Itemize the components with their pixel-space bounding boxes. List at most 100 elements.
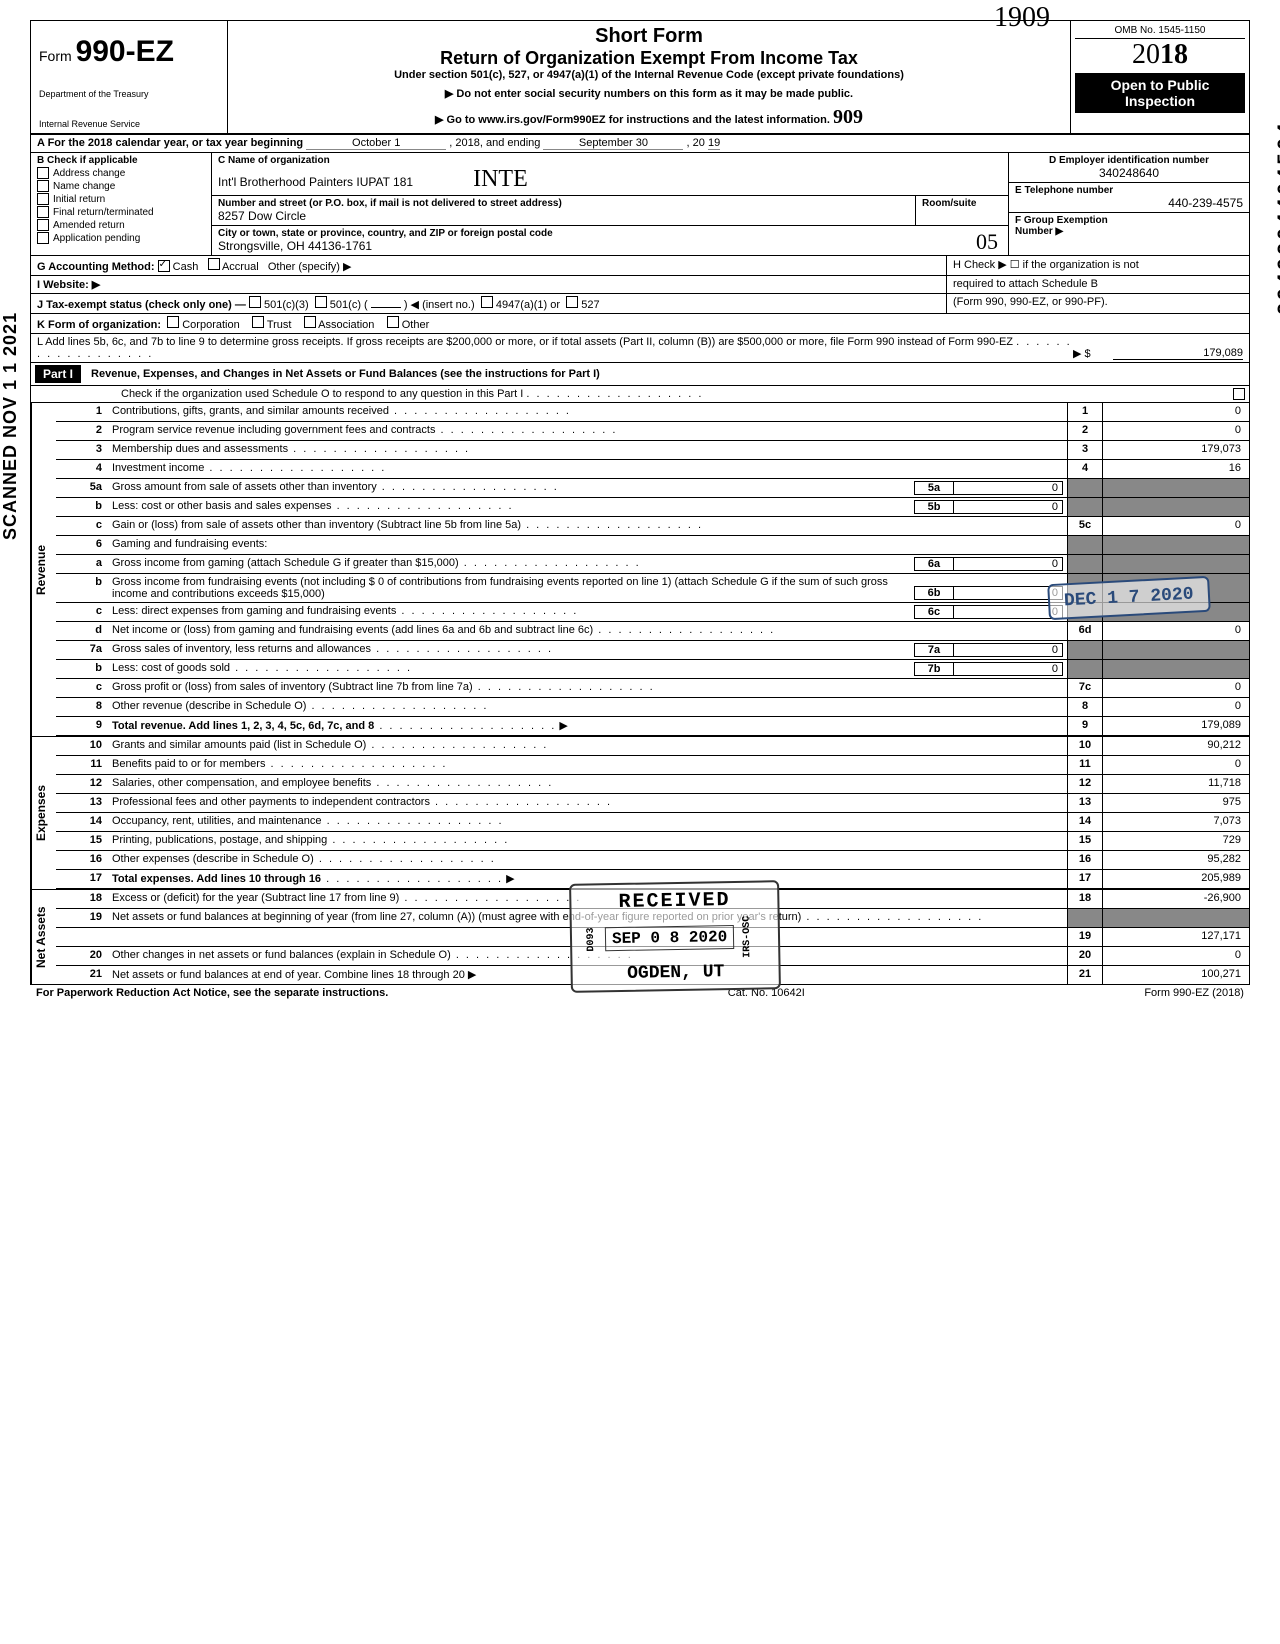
line-13-desc: Professional fees and other payments to … (112, 796, 430, 808)
section-b-header: B Check if applicable (37, 155, 205, 166)
cb-trust[interactable] (252, 316, 264, 328)
line-13-val: 975 (1102, 794, 1249, 812)
footer-left: For Paperwork Reduction Act Notice, see … (36, 987, 388, 999)
handwritten-909: 909 (833, 106, 863, 128)
handwritten-05: 05 (976, 229, 998, 255)
label-527: 527 (581, 299, 599, 311)
line-7c-num: c (56, 679, 108, 697)
stamp-location: OGDEN, UT (586, 961, 765, 984)
stamp-scanned: SCANNED NOV 1 1 2021 (0, 312, 21, 540)
line-1-box: 1 (1067, 403, 1102, 421)
room-suite-label: Room/suite (915, 196, 1008, 225)
section-c-label: C Name of organization (218, 155, 1002, 166)
line-2-val: 0 (1102, 422, 1249, 440)
line-5c-val: 0 (1102, 517, 1249, 535)
form-header: Form 990-EZ Department of the Treasury I… (31, 21, 1249, 135)
line-20-box: 20 (1067, 947, 1102, 965)
section-l-text: L Add lines 5b, 6c, and 7b to line 9 to … (37, 336, 1013, 348)
cb-name-change[interactable] (37, 180, 49, 192)
label-501c-suffix: ) ◀ (insert no.) (404, 299, 475, 311)
line-12-num: 12 (56, 775, 108, 793)
line-17-num: 17 (56, 870, 108, 888)
period-mid: , 2018, and ending (449, 137, 540, 149)
line-6a-ibox: 6a (915, 558, 954, 570)
line-18-val: -26,900 (1102, 890, 1249, 908)
section-l-value: 179,089 (1113, 347, 1243, 360)
line-5b-ibox: 5b (915, 501, 954, 513)
section-b: B Check if applicable Address change Nam… (31, 153, 212, 255)
line-6a-ival: 0 (954, 558, 1062, 570)
line-16-val: 95,282 (1102, 851, 1249, 869)
line-20-desc: Other changes in net assets or fund bala… (112, 949, 451, 961)
title-return: Return of Organization Exempt From Incom… (238, 48, 1060, 69)
cb-501c[interactable] (315, 296, 327, 308)
cb-schedule-o[interactable] (1233, 388, 1245, 400)
cb-501c3[interactable] (249, 296, 261, 308)
line-3-box: 3 (1067, 441, 1102, 459)
cb-accrual[interactable] (208, 258, 220, 270)
line-3-num: 3 (56, 441, 108, 459)
cb-corporation[interactable] (167, 316, 179, 328)
stamp-date: SEP 0 8 2020 (605, 925, 735, 951)
line-6d-desc: Net income or (loss) from gaming and fun… (112, 624, 593, 636)
label-cash: Cash (173, 261, 199, 273)
section-h-line3: (Form 990, 990-EZ, or 990-PF). (953, 296, 1243, 308)
line-7c-desc: Gross profit or (loss) from sales of inv… (112, 681, 473, 693)
line-15-desc: Printing, publications, postage, and shi… (112, 834, 327, 846)
line-2-desc: Program service revenue including govern… (112, 424, 435, 436)
label-4947: 4947(a)(1) or (496, 299, 560, 311)
line-18-num: 18 (56, 890, 108, 908)
line-12-val: 11,718 (1102, 775, 1249, 793)
line-19-num: 19 (56, 909, 108, 927)
stamp-side: IRS-OSC (742, 916, 754, 958)
label-name-change: Name change (53, 181, 115, 192)
line-9-desc: Total revenue. Add lines 1, 2, 3, 4, 5c,… (112, 720, 374, 732)
line-9-num: 9 (56, 717, 108, 735)
cb-address-change[interactable] (37, 167, 49, 179)
line-5a-num: 5a (56, 479, 108, 497)
label-application-pending: Application pending (53, 233, 140, 244)
org-name: Int'l Brotherhood Painters IUPAT 181 (218, 175, 413, 189)
line-6-desc: Gaming and fundraising events: (108, 536, 1067, 554)
line-18-box: 18 (1067, 890, 1102, 908)
line-6a-desc: Gross income from gaming (attach Schedul… (112, 557, 459, 569)
line-5b-num: b (56, 498, 108, 516)
line-15-box: 15 (1067, 832, 1102, 850)
line-1-num: 1 (56, 403, 108, 421)
line-7a-ival: 0 (954, 644, 1062, 656)
line-17-val: 205,989 (1102, 870, 1249, 888)
cb-4947[interactable] (481, 296, 493, 308)
cb-association[interactable] (304, 316, 316, 328)
stamp-received-label: RECEIVED (585, 888, 764, 914)
cb-final-return[interactable] (37, 206, 49, 218)
line-17-desc: Total expenses. Add lines 10 through 16 (112, 873, 321, 885)
cb-other-org[interactable] (387, 316, 399, 328)
line-7c-val: 0 (1102, 679, 1249, 697)
cb-initial-return[interactable] (37, 193, 49, 205)
line-16-box: 16 (1067, 851, 1102, 869)
line-14-desc: Occupancy, rent, utilities, and maintena… (112, 815, 322, 827)
city-label: City or town, state or province, country… (218, 228, 1002, 239)
cb-527[interactable] (566, 296, 578, 308)
line-6b-num: b (56, 574, 108, 602)
line-21-box: 21 (1067, 966, 1102, 984)
cb-application-pending[interactable] (37, 232, 49, 244)
line-3-val: 179,073 (1102, 441, 1249, 459)
line-1-desc: Contributions, gifts, grants, and simila… (112, 405, 389, 417)
line-19-box: 19 (1067, 928, 1102, 946)
form-label: Form (39, 48, 72, 64)
line-7b-ival: 0 (954, 663, 1062, 675)
line-16-desc: Other expenses (describe in Schedule O) (112, 853, 314, 865)
side-label-expenses: Expenses (31, 737, 56, 889)
line-7b-num: b (56, 660, 108, 678)
label-501c: 501(c) ( (330, 299, 368, 311)
line-11-num: 11 (56, 756, 108, 774)
cb-cash[interactable] (158, 260, 170, 272)
section-f-label2: Number ▶ (1015, 226, 1243, 237)
line-21-desc: Net assets or fund balances at end of ye… (112, 969, 465, 981)
label-association: Association (318, 319, 374, 331)
section-k-label: K Form of organization: (37, 319, 161, 331)
cb-amended[interactable] (37, 219, 49, 231)
line-10-val: 90,212 (1102, 737, 1249, 755)
line-6b-ibox: 6b (915, 587, 954, 599)
